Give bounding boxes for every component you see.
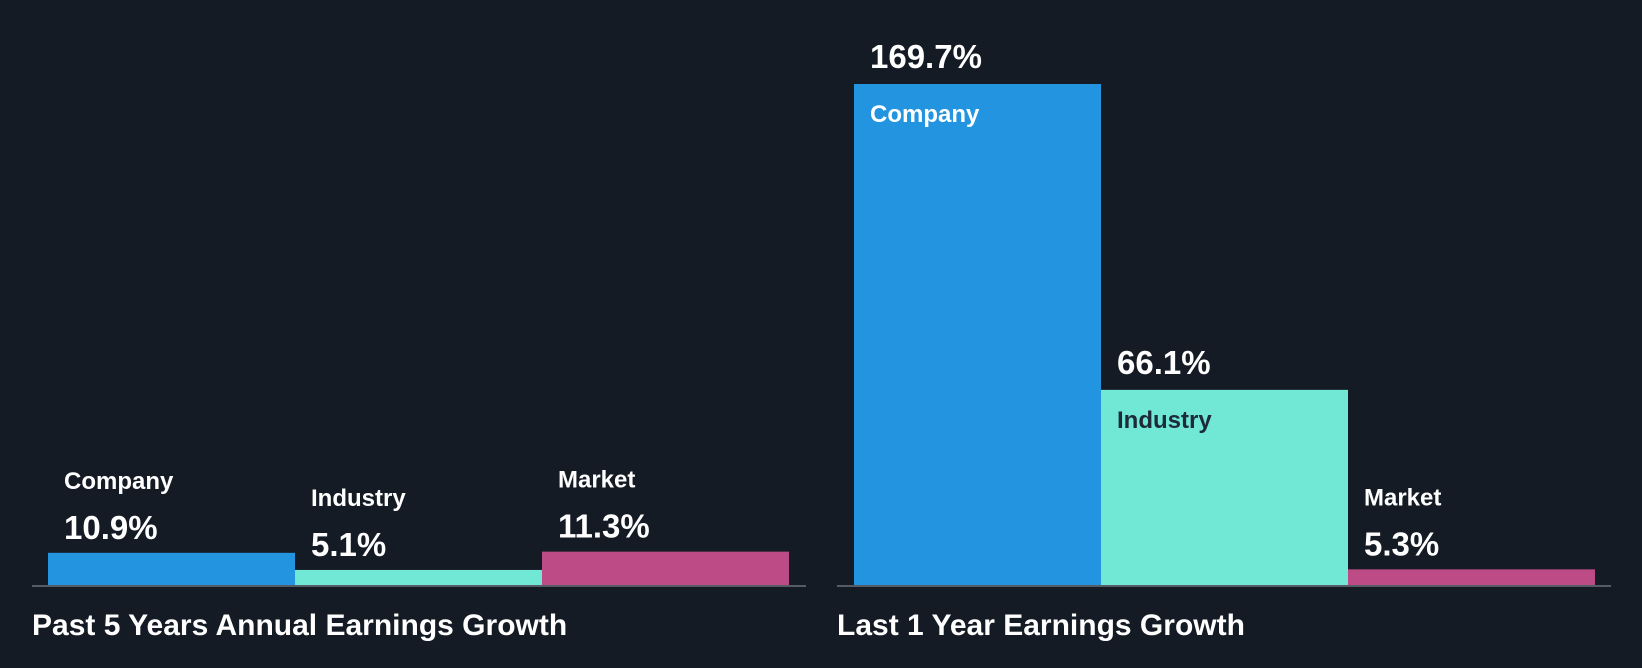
- last-1-year-company-bar: [854, 84, 1101, 585]
- last-1-year-company-value-label: 169.7%: [870, 38, 982, 75]
- last-1-year-title: Last 1 Year Earnings Growth: [837, 609, 1245, 642]
- past-5-years-company-bar: [48, 552, 295, 585]
- last-1-year-industry-category-label: Industry: [1117, 407, 1212, 434]
- past-5-years-industry-category-label: Industry: [311, 485, 406, 512]
- past-5-years-market-category-label: Market: [558, 467, 635, 494]
- last-1-year-panel: Last 1 Year Earnings Growth Company 169.7…: [837, 38, 1611, 642]
- last-1-year-market-bar: [1348, 569, 1595, 585]
- last-1-year-industry-bar: [1101, 389, 1348, 585]
- past-5-years-market-value-label: 11.3%: [558, 508, 650, 545]
- past-5-years-market-bar: [542, 551, 789, 585]
- last-1-year-industry-value-label: 66.1%: [1117, 344, 1211, 381]
- past-5-years-title: Past 5 Years Annual Earnings Growth: [32, 609, 567, 642]
- past-5-years-company-value-label: 10.9%: [64, 509, 158, 546]
- past-5-years-industry-bar: [295, 569, 542, 585]
- past-5-years-industry-value-label: 5.1%: [311, 526, 386, 563]
- last-1-year-market-value-label: 5.3%: [1364, 525, 1439, 562]
- last-1-year-market-category-label: Market: [1364, 484, 1441, 511]
- past-5-years-panel: Past 5 Years Annual Earnings Growth Comp…: [32, 467, 806, 642]
- last-1-year-company-category-label: Company: [870, 101, 980, 128]
- past-5-years-company-category-label: Company: [64, 468, 174, 495]
